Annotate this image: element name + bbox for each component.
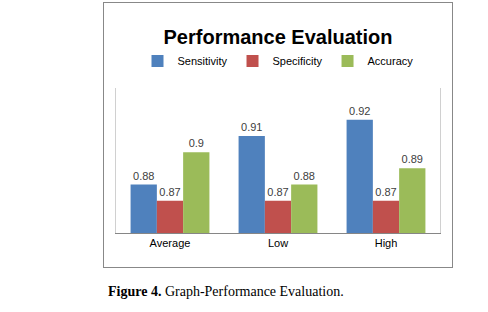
svg-text:Sensitivity: Sensitivity bbox=[178, 55, 228, 67]
svg-text:0.88: 0.88 bbox=[133, 170, 154, 182]
svg-text:High: High bbox=[375, 237, 398, 249]
svg-text:0.87: 0.87 bbox=[159, 186, 180, 198]
svg-text:Specificity: Specificity bbox=[273, 55, 323, 67]
svg-text:Average: Average bbox=[150, 237, 191, 249]
svg-text:0.91: 0.91 bbox=[241, 121, 262, 133]
svg-text:Low: Low bbox=[268, 237, 288, 249]
svg-text:0.89: 0.89 bbox=[402, 153, 423, 165]
svg-text:0.87: 0.87 bbox=[267, 186, 288, 198]
html-text:Figure 4. Graph-Performance Ev: Figure 4. Graph-Performance Evaluation. bbox=[108, 284, 344, 299]
svg-text:0.88: 0.88 bbox=[294, 170, 315, 182]
svg-text:0.9: 0.9 bbox=[189, 137, 204, 149]
svg-text:Accuracy: Accuracy bbox=[368, 55, 414, 67]
svg-text:0.92: 0.92 bbox=[349, 105, 370, 117]
svg-text:Performance Evaluation: Performance Evaluation bbox=[164, 26, 393, 48]
svg-text:0.87: 0.87 bbox=[375, 186, 396, 198]
